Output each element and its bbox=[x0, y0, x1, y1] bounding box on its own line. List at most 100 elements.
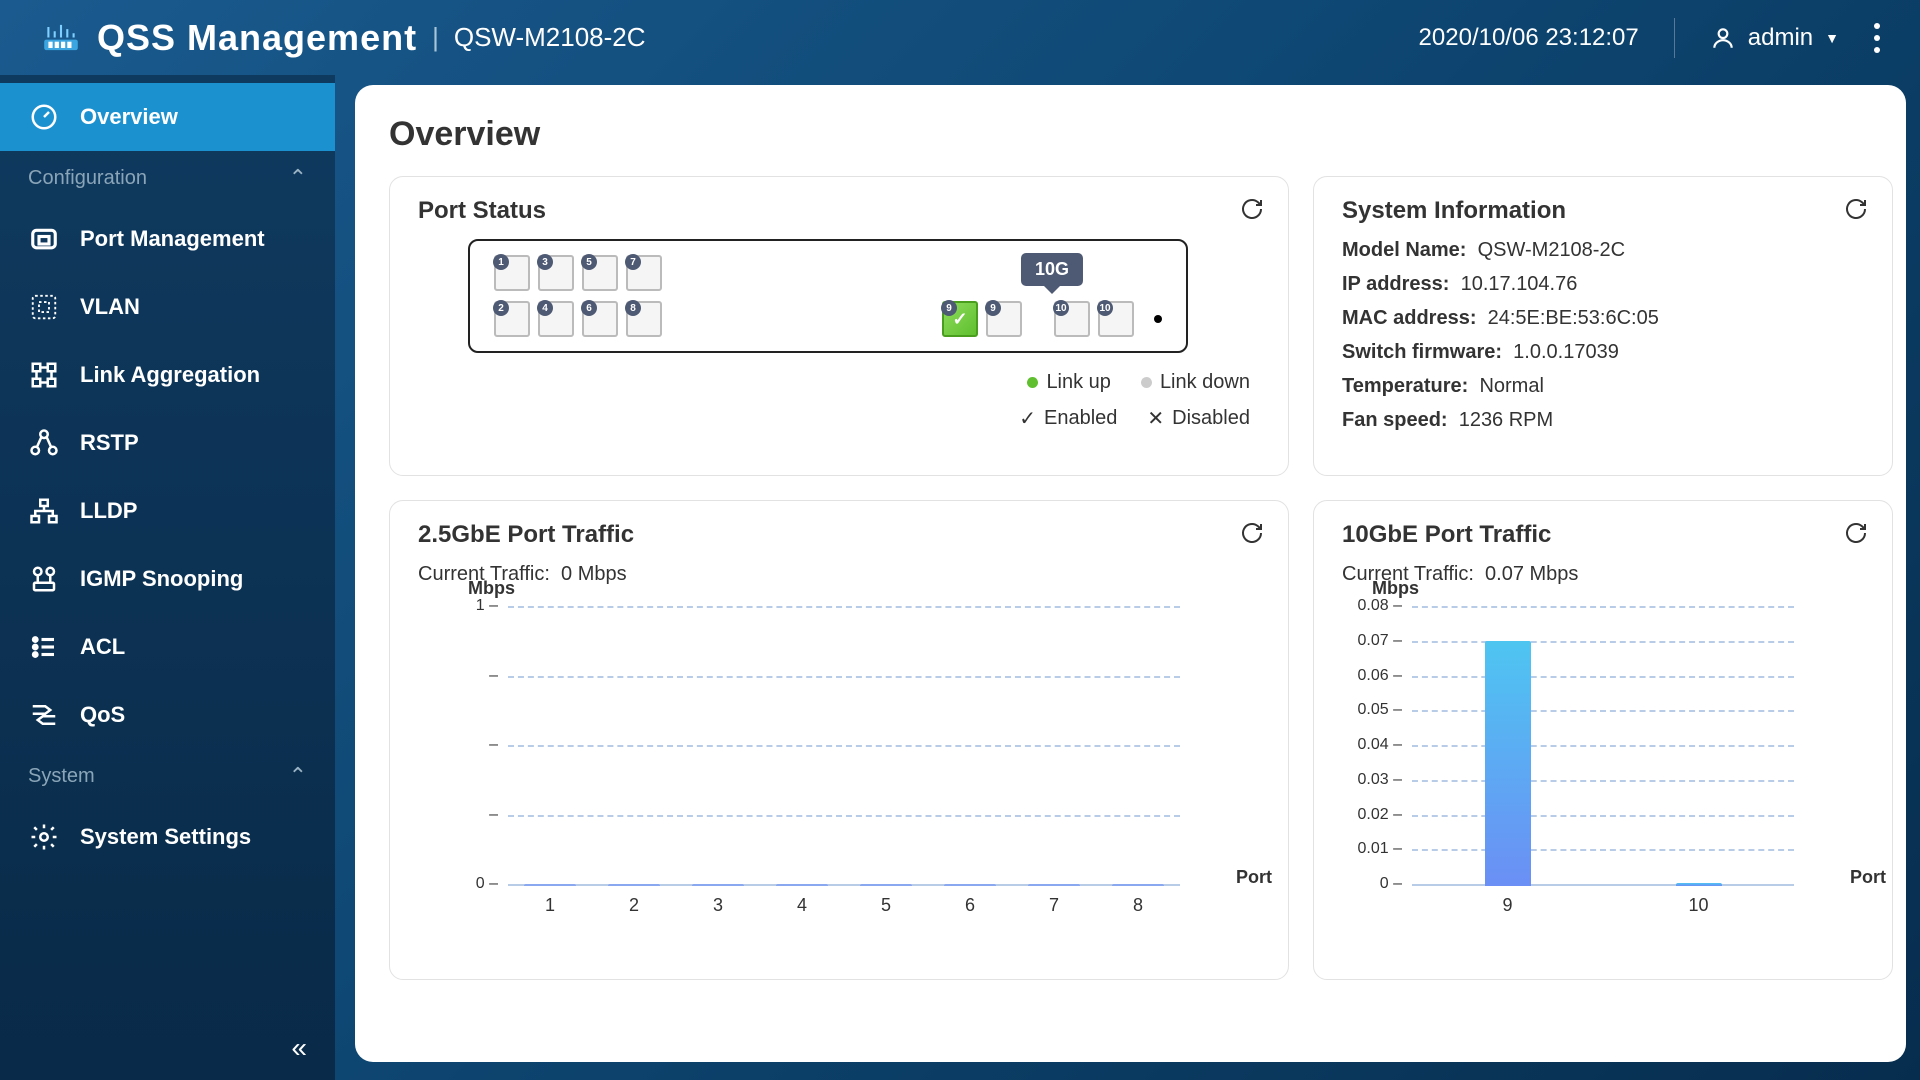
bar bbox=[608, 884, 660, 886]
check-icon: ✓ bbox=[1019, 406, 1036, 431]
current-traffic-label: Current Traffic: 0 Mbps bbox=[418, 563, 1260, 586]
logo-icon bbox=[40, 20, 82, 55]
dot-gray-icon bbox=[1141, 377, 1152, 388]
lldp-icon bbox=[28, 495, 60, 527]
port-10[interactable]: 10 bbox=[1054, 301, 1090, 337]
card-10g-traffic: 10GbE Port Traffic Current Traffic: 0.07… bbox=[1313, 500, 1893, 980]
card-port-status: Port Status 1357 2468 10G 991010 Link up bbox=[389, 176, 1289, 476]
sidebar-item-label: RSTP bbox=[80, 430, 139, 456]
chart-10g: Mbps Port 0.08 –0.07 –0.06 –0.05 –0.04 –… bbox=[1362, 606, 1844, 916]
x-icon: ✕ bbox=[1147, 406, 1164, 431]
datetime: 2020/10/06 23:12:07 bbox=[1419, 24, 1639, 52]
sidebar-item-system-settings[interactable]: System Settings bbox=[0, 803, 335, 871]
settings-icon bbox=[28, 821, 60, 853]
sidebar-item-label: QoS bbox=[80, 702, 125, 728]
port-3[interactable]: 3 bbox=[538, 255, 574, 291]
current-traffic-label: Current Traffic: 0.07 Mbps bbox=[1342, 563, 1864, 586]
card-title: 10GbE Port Traffic bbox=[1342, 521, 1864, 549]
bar bbox=[776, 884, 828, 886]
port-legend: Link up Link down ✓Enabled ✕Disabled bbox=[418, 371, 1260, 431]
caret-down-icon: ▼ bbox=[1825, 30, 1839, 46]
info-row: Fan speed: 1236 RPM bbox=[1342, 409, 1864, 432]
sidebar-item-label: IGMP Snooping bbox=[80, 566, 243, 592]
header: QSS Management | QSW-M2108-2C 2020/10/06… bbox=[0, 0, 1920, 75]
sidebar-item-qos[interactable]: QoS bbox=[0, 681, 335, 749]
user-icon bbox=[1710, 25, 1736, 51]
card-title: System Information bbox=[1342, 197, 1864, 225]
port-2[interactable]: 2 bbox=[494, 301, 530, 337]
info-row: Switch firmware: 1.0.0.17039 bbox=[1342, 341, 1864, 364]
sidebar-item-label: VLAN bbox=[80, 294, 140, 320]
content: Overview Port Status 1357 2468 10G 99101… bbox=[355, 85, 1906, 1062]
sidebar-item-label: Port Management bbox=[80, 226, 265, 252]
header-divider bbox=[1674, 18, 1675, 58]
bar bbox=[1028, 884, 1080, 886]
info-row: MAC address: 24:5E:BE:53:6C:05 bbox=[1342, 307, 1864, 330]
sidebar-item-label: ACL bbox=[80, 634, 125, 660]
refresh-icon[interactable] bbox=[1844, 197, 1868, 221]
chart-2g: Mbps Port 1 ––––0 – 12345678 bbox=[458, 606, 1230, 916]
port-9[interactable]: 9 bbox=[986, 301, 1022, 337]
sidebar-collapse-button[interactable]: « bbox=[0, 1016, 335, 1080]
card-2g-traffic: 2.5GbE Port Traffic Current Traffic: 0 M… bbox=[389, 500, 1289, 980]
dot-green-icon bbox=[1027, 377, 1038, 388]
chevron-double-left-icon: « bbox=[291, 1032, 307, 1063]
sidebar-item-lldp[interactable]: LLDP bbox=[0, 477, 335, 545]
bar bbox=[1112, 884, 1164, 886]
qos-icon bbox=[28, 699, 60, 731]
title-divider: | bbox=[432, 22, 439, 53]
page-title: Overview bbox=[389, 115, 1872, 154]
info-row: Temperature: Normal bbox=[1342, 375, 1864, 398]
card-title: 2.5GbE Port Traffic bbox=[418, 521, 1260, 549]
sidebar-item-label: System Settings bbox=[80, 824, 251, 850]
refresh-icon[interactable] bbox=[1844, 521, 1868, 545]
bar bbox=[1485, 641, 1531, 886]
bar bbox=[1676, 883, 1722, 887]
sidebar-item-overview[interactable]: Overview bbox=[0, 83, 335, 151]
sidebar-item-link-aggregation[interactable]: Link Aggregation bbox=[0, 341, 335, 409]
sidebar-item-vlan[interactable]: VLAN bbox=[0, 273, 335, 341]
refresh-icon[interactable] bbox=[1240, 521, 1264, 545]
sidebar-section-configuration[interactable]: Configuration ⌃ bbox=[0, 151, 335, 205]
overview-icon bbox=[28, 101, 60, 133]
sidebar-item-acl[interactable]: ACL bbox=[0, 613, 335, 681]
sidebar-item-port-management[interactable]: Port Management bbox=[0, 205, 335, 273]
refresh-icon[interactable] bbox=[1240, 197, 1264, 221]
user-menu[interactable]: admin ▼ bbox=[1710, 24, 1839, 52]
vlan-icon bbox=[28, 291, 60, 323]
info-row: Model Name: QSW-M2108-2C bbox=[1342, 239, 1864, 262]
sidebar-item-igmp-snooping[interactable]: IGMP Snooping bbox=[0, 545, 335, 613]
app-title: QSS Management bbox=[97, 17, 417, 59]
bar bbox=[692, 884, 744, 886]
acl-icon bbox=[28, 631, 60, 663]
port-icon bbox=[28, 223, 60, 255]
chevron-up-icon: ⌃ bbox=[289, 165, 307, 191]
rstp-icon bbox=[28, 427, 60, 459]
sidebar: Overview Configuration ⌃ Port Management… bbox=[0, 75, 335, 1080]
speed-badge: 10G bbox=[1021, 253, 1083, 286]
port-9[interactable]: 9 bbox=[942, 301, 978, 337]
port-10[interactable]: 10 bbox=[1098, 301, 1134, 337]
chevron-up-icon: ⌃ bbox=[289, 763, 307, 789]
bar bbox=[524, 884, 576, 886]
info-row: IP address: 10.17.104.76 bbox=[1342, 273, 1864, 296]
bar bbox=[944, 884, 996, 886]
sidebar-item-label: Link Aggregation bbox=[80, 362, 260, 388]
port-5[interactable]: 5 bbox=[582, 255, 618, 291]
sidebar-section-system[interactable]: System ⌃ bbox=[0, 749, 335, 803]
card-system-info: System Information Model Name: QSW-M2108… bbox=[1313, 176, 1893, 476]
bar bbox=[860, 884, 912, 886]
username: admin bbox=[1748, 24, 1813, 52]
kebab-menu-icon[interactable] bbox=[1874, 23, 1880, 53]
model-name: QSW-M2108-2C bbox=[454, 22, 646, 53]
port-7[interactable]: 7 bbox=[626, 255, 662, 291]
sidebar-item-label: LLDP bbox=[80, 498, 137, 524]
port-6[interactable]: 6 bbox=[582, 301, 618, 337]
switch-diagram: 1357 2468 10G 99 1010 bbox=[468, 239, 1188, 353]
port-8[interactable]: 8 bbox=[626, 301, 662, 337]
sidebar-item-label: Overview bbox=[80, 104, 178, 130]
port-4[interactable]: 4 bbox=[538, 301, 574, 337]
sidebar-item-rstp[interactable]: RSTP bbox=[0, 409, 335, 477]
link-aggregation-icon bbox=[28, 359, 60, 391]
port-1[interactable]: 1 bbox=[494, 255, 530, 291]
